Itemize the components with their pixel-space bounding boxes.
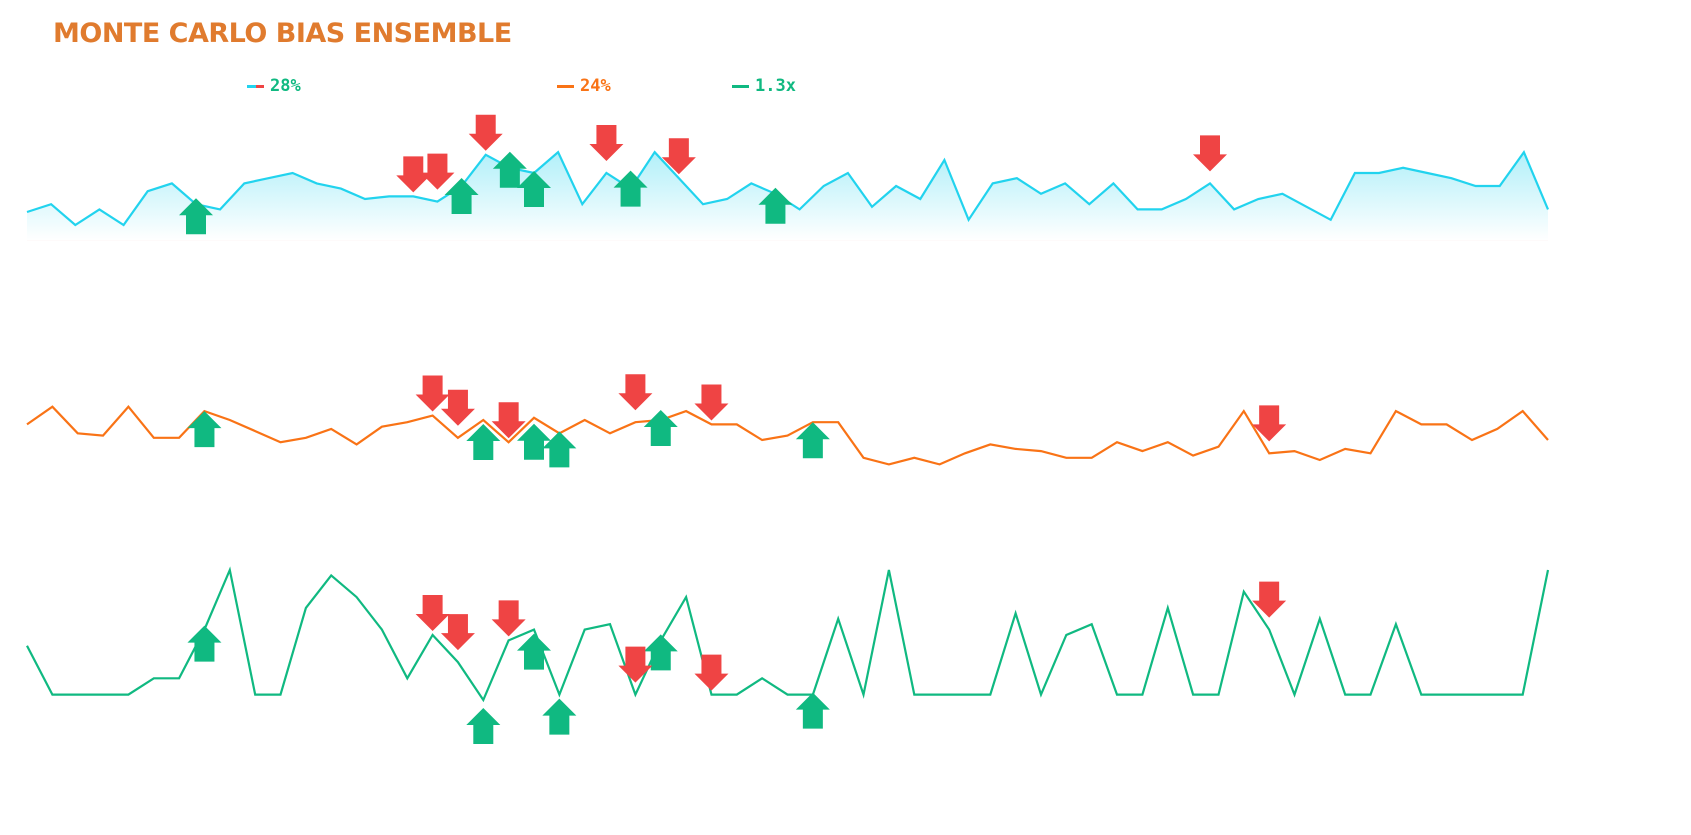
buy-arrow-s3-20 — [517, 633, 551, 670]
sell-arrow-s2-16 — [415, 375, 450, 412]
sell-arrow-s2-17 — [440, 389, 475, 426]
sell-arrow-s2-19 — [491, 402, 526, 439]
buy-arrow-s3-21 — [542, 698, 577, 735]
buy-arrow-s1-21 — [517, 171, 551, 207]
sell-arrow-s2-24 — [618, 374, 653, 411]
buy-arrow-s3-7 — [187, 625, 222, 662]
legend-item-series-3[interactable]: 1.3x — [732, 76, 796, 96]
buy-arrow-s1-31 — [758, 187, 793, 224]
buy-arrow-s3-31 — [795, 692, 830, 729]
sell-arrow-s3-24 — [618, 646, 653, 683]
legend-swatch-3 — [732, 84, 749, 88]
legend-item-series-1[interactable]: 28% — [247, 76, 301, 96]
series-3-line — [26, 566, 1550, 703]
buy-arrow-s3-18 — [466, 708, 501, 744]
chart-title: MONTE CARLO BIAS ENSEMBLE — [53, 18, 512, 49]
buy-arrow-s3-25 — [643, 634, 678, 671]
sell-arrow-s3-17 — [440, 614, 475, 651]
legend-label-2: 24% — [580, 76, 611, 96]
buy-arrow-s2-7 — [187, 411, 222, 448]
buy-arrow-s2-18 — [466, 424, 501, 460]
sell-arrow-s3-16 — [415, 595, 450, 631]
legend-label-1: 28% — [270, 76, 301, 96]
sell-arrow-s1-27 — [661, 138, 696, 175]
sell-arrow-s2-27 — [694, 384, 729, 421]
series-2-line — [26, 404, 1549, 466]
buy-arrow-s2-20 — [517, 423, 551, 460]
buy-arrow-s2-31 — [795, 422, 830, 459]
buy-arrow-s1-18 — [444, 178, 479, 214]
sell-arrow-s1-16 — [396, 156, 431, 193]
sell-arrow-s1-49 — [1193, 135, 1227, 172]
legend-swatch-1 — [247, 84, 264, 88]
legend-item-series-2[interactable]: 24% — [557, 76, 611, 96]
buy-arrow-s1-7 — [179, 198, 213, 235]
buy-arrow-s1-25 — [613, 170, 648, 207]
sell-arrow-s1-24 — [589, 125, 624, 161]
buy-arrow-s1-20 — [492, 151, 527, 188]
sell-arrow-s3-19 — [491, 600, 526, 637]
buy-arrow-s2-21 — [542, 431, 577, 468]
sell-arrow-s3-49 — [1252, 581, 1287, 618]
legend-label-3: 1.3x — [755, 76, 796, 96]
sell-arrow-s3-27 — [694, 654, 729, 691]
sell-arrow-s2-49 — [1252, 405, 1287, 442]
legend-swatch-2 — [557, 84, 574, 88]
series-1-area-above — [27, 152, 1548, 241]
buy-arrow-s2-25 — [643, 410, 678, 446]
sell-arrow-s1-19 — [468, 114, 503, 151]
sell-arrow-s1-17 — [420, 153, 455, 190]
